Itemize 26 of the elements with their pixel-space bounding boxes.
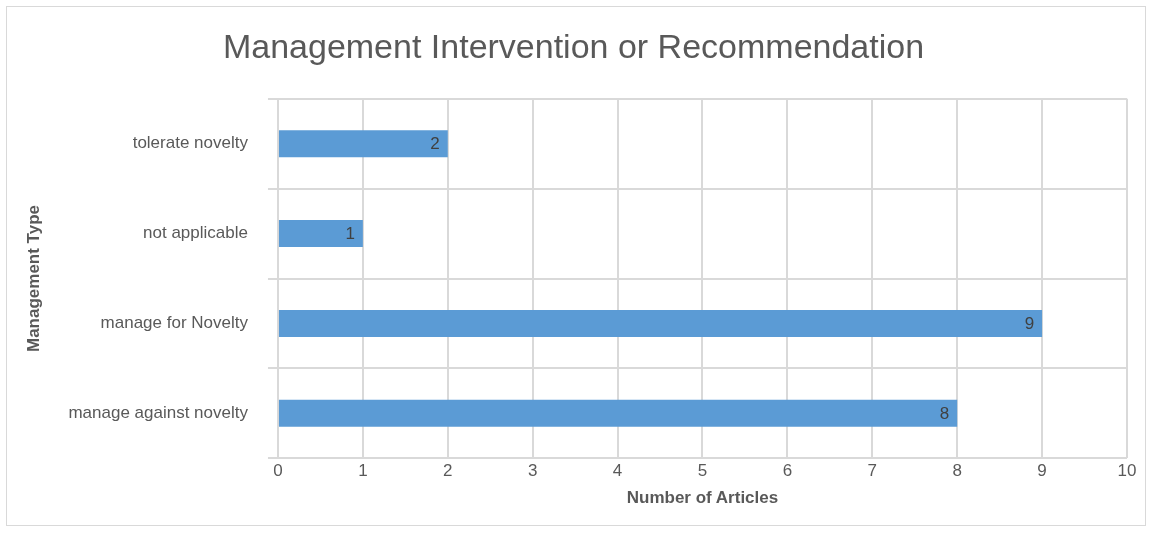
x-tick-label: 1 xyxy=(358,461,368,481)
x-tick-label: 10 xyxy=(1117,461,1137,481)
data-label: 9 xyxy=(1024,314,1035,334)
x-tick-label: 0 xyxy=(273,461,283,481)
y-tick-label: manage against novelty xyxy=(68,402,249,422)
data-label: 8 xyxy=(939,403,950,423)
y-tick-label: not applicable xyxy=(143,223,248,243)
x-tick-label: 3 xyxy=(527,461,538,481)
y-tick-label: tolerate novelty xyxy=(132,133,249,153)
x-tick-label: 7 xyxy=(867,461,878,481)
x-axis-title: Number of Articles xyxy=(626,488,779,508)
chart-title: Management Intervention or Recommendation xyxy=(222,26,925,65)
data-label: 1 xyxy=(345,224,355,244)
x-tick-label: 4 xyxy=(612,461,623,481)
y-tick-label: manage for Novelty xyxy=(100,313,249,333)
y-axis-title: Management Type xyxy=(23,204,43,353)
data-label: 2 xyxy=(430,134,440,154)
x-tick-label: 9 xyxy=(1037,461,1047,481)
bar xyxy=(278,130,448,158)
bar xyxy=(278,399,958,427)
x-tick-label: 6 xyxy=(782,461,793,481)
x-tick-label: 5 xyxy=(697,461,708,481)
bar xyxy=(278,309,1043,337)
x-tick-label: 8 xyxy=(952,461,962,481)
bar xyxy=(278,220,363,248)
x-tick-label: 2 xyxy=(443,461,453,481)
